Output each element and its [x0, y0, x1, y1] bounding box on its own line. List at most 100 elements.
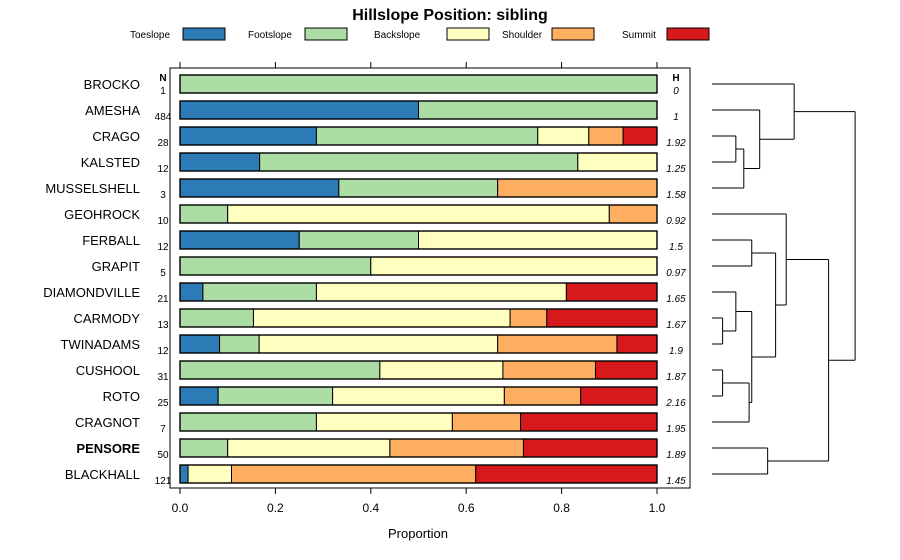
bar-row: TWINADAMS 12 1.9 [61, 334, 683, 357]
bar-segment-footslope [179, 256, 372, 276]
dendrogram [712, 83, 856, 475]
bar-segment-backslope [537, 126, 590, 146]
bar-segment-footslope [298, 230, 419, 250]
legend-swatch-footslope [304, 27, 348, 41]
h-label: 1.9 [669, 346, 683, 357]
category-label: CARMODY [74, 311, 141, 326]
h-label: 0.92 [666, 216, 686, 227]
n-label: 50 [157, 450, 169, 461]
n-label: 31 [157, 372, 169, 383]
bar-segment-shoulder [497, 334, 618, 354]
bar-segment-shoulder [503, 386, 582, 406]
n-label: 25 [157, 398, 169, 409]
bar-outline [179, 360, 658, 380]
legend: Toeslope Footslope Backslope Shoulder Summit [130, 27, 710, 41]
bar-segment-backslope [227, 438, 391, 458]
bar-segment-backslope [418, 230, 658, 250]
bar-segment-toeslope [179, 334, 221, 354]
n-label: 12 [157, 346, 169, 357]
h-label: 1.58 [666, 190, 686, 201]
bar-row: CRAGO 28 1.92 [92, 126, 686, 149]
h-label: 1.95 [666, 424, 686, 435]
bar-segment-footslope [219, 334, 260, 354]
h-label: 1.65 [666, 294, 686, 305]
category-label: KALSTED [81, 155, 140, 170]
category-label: PENSORE [76, 441, 140, 456]
bar-segment-footslope [338, 178, 499, 198]
legend-label-summit: Summit [622, 30, 656, 41]
bar-outline [179, 152, 658, 172]
bar-outline [179, 100, 658, 120]
bar-outline [179, 256, 658, 276]
plot-frame [169, 67, 691, 489]
bar-segment-toeslope [179, 230, 300, 250]
h-label: 1.89 [666, 450, 686, 461]
h-label: 1.45 [666, 476, 686, 487]
bar-row: DIAMONDVILLE 21 1.65 [43, 282, 686, 305]
bar-row: GRAPIT 5 0.97 [92, 256, 686, 279]
x-tick-label: 0.4 [362, 501, 379, 515]
bar-segment-footslope [259, 152, 579, 172]
n-label: 1 [160, 86, 166, 97]
chart-title: Hillslope Position: sibling [352, 7, 548, 24]
x-axis-label: Proportion [388, 526, 448, 541]
bar-segment-footslope [217, 386, 334, 406]
h-header: H [672, 73, 679, 84]
n-label: 121 [155, 476, 172, 487]
h-label: 0 [673, 86, 679, 97]
bar-segment-summit [565, 282, 658, 302]
bar-segment-shoulder [451, 412, 522, 432]
h-label: 1.25 [666, 164, 686, 175]
bar-outline [179, 412, 658, 432]
bar-outline [179, 282, 658, 302]
n-label: 13 [157, 320, 169, 331]
bar-outline [179, 204, 658, 224]
category-label: BLACKHALL [65, 467, 140, 482]
bar-segment-backslope [315, 282, 567, 302]
bar-segment-footslope [179, 74, 658, 94]
bar-segment-footslope [315, 126, 539, 146]
bar-row: FERBALL 12 1.5 [82, 230, 683, 253]
category-label: GEOHROCK [64, 207, 140, 222]
bar-segment-footslope [179, 204, 229, 224]
bar-segment-backslope [379, 360, 504, 380]
bar-outline [179, 464, 658, 484]
bar-segment-shoulder [231, 464, 477, 484]
bar-segment-shoulder [389, 438, 524, 458]
bar-segment-footslope [179, 412, 317, 432]
bar-segment-summit [616, 334, 658, 354]
bar-segment-backslope [252, 308, 511, 328]
h-label: 1.92 [666, 138, 686, 149]
category-label: ROTO [103, 389, 140, 404]
n-label: 21 [157, 294, 169, 305]
legend-swatch-summit [666, 27, 710, 41]
bar-row: AMESHA 484 1 [85, 100, 679, 123]
n-label: 12 [157, 242, 169, 253]
legend-swatch-backslope [446, 27, 490, 41]
legend-swatch-toeslope [182, 27, 226, 41]
bar-row: CUSHOOL 31 1.87 [76, 360, 686, 383]
legend-label-toeslope: Toeslope [130, 30, 170, 41]
bar-outline [179, 74, 658, 94]
category-label: MUSSELSHELL [45, 181, 140, 196]
bar-segment-toeslope [179, 152, 261, 172]
bar-segment-toeslope [179, 386, 219, 406]
bar-row: GEOHROCK 10 0.92 [64, 204, 686, 227]
category-label: AMESHA [85, 103, 140, 118]
bar-segment-footslope [179, 360, 381, 380]
bar-segment-backslope [187, 464, 233, 484]
bar-outline [179, 308, 658, 328]
h-label: 0.97 [666, 268, 686, 279]
category-label: DIAMONDVILLE [43, 285, 140, 300]
category-label: FERBALL [82, 233, 140, 248]
category-label: CRAGO [92, 129, 140, 144]
bar-row: ROTO 25 2.16 [103, 386, 686, 409]
bar-outline [179, 438, 658, 458]
bar-row: MUSSELSHELL 3 1.58 [45, 178, 686, 201]
n-header: N [159, 73, 166, 84]
h-label: 1.5 [669, 242, 683, 253]
x-tick-label: 0.6 [458, 501, 475, 515]
bar-segment-toeslope [179, 464, 189, 484]
